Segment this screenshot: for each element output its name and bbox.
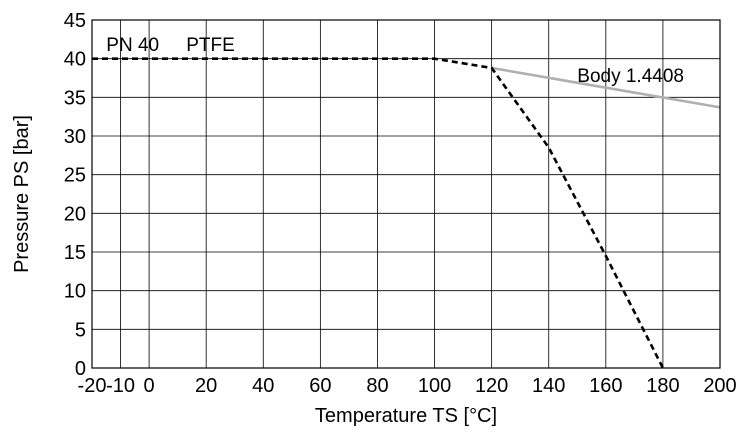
x-axis-title: Temperature TS [°C]: [315, 405, 497, 427]
y-tick-label: 35: [64, 87, 86, 109]
annotations: PN 40 PTFE Body 1.4408: [106, 35, 684, 87]
x-tick-label: 60: [309, 375, 331, 397]
annotation-label: PTFE: [186, 35, 235, 56]
series-line-ptfe: [92, 57, 665, 369]
y-tick-label: 25: [64, 165, 86, 187]
series-line-body-1-4408: [491, 66, 721, 109]
x-tick-label: -20: [78, 375, 107, 397]
y-tick-label: 45: [64, 10, 86, 32]
plot-background: [92, 20, 720, 368]
plot-frame: [91, 19, 721, 369]
x-tick-label: 100: [418, 375, 451, 397]
y-tick-label: 15: [64, 242, 86, 264]
x-tick-label: 40: [252, 375, 274, 397]
annotation-label: Body 1.4408: [577, 66, 684, 87]
annotation-label: PN 40: [106, 35, 159, 56]
x-tick-label: 120: [475, 375, 508, 397]
x-tick-label: 0: [144, 375, 155, 397]
x-tick-label: 200: [703, 375, 736, 397]
x-tick-labels: -20 -10 0 20 40 60 80 100 120 140 160 180 200: [78, 375, 737, 397]
y-tick-labels: 0 5 10 15 20 25 30 35 40 45: [64, 10, 86, 380]
y-tick-label: 10: [64, 281, 86, 303]
y-tick-label: 5: [75, 319, 86, 341]
x-tick-label: 80: [366, 375, 388, 397]
y-tick-label: 30: [64, 126, 86, 148]
x-tick-label: 140: [532, 375, 565, 397]
y-axis-title: Pressure PS [bar]: [11, 115, 33, 273]
y-tick-label: 0: [75, 358, 86, 380]
y-tick-label: 20: [64, 203, 86, 225]
x-tick-label: -10: [106, 375, 135, 397]
x-tick-label: 180: [646, 375, 679, 397]
series-layer: [92, 57, 721, 369]
x-tick-label: 20: [195, 375, 217, 397]
y-tick-label: 40: [64, 49, 86, 71]
x-tick-label: 160: [589, 375, 622, 397]
